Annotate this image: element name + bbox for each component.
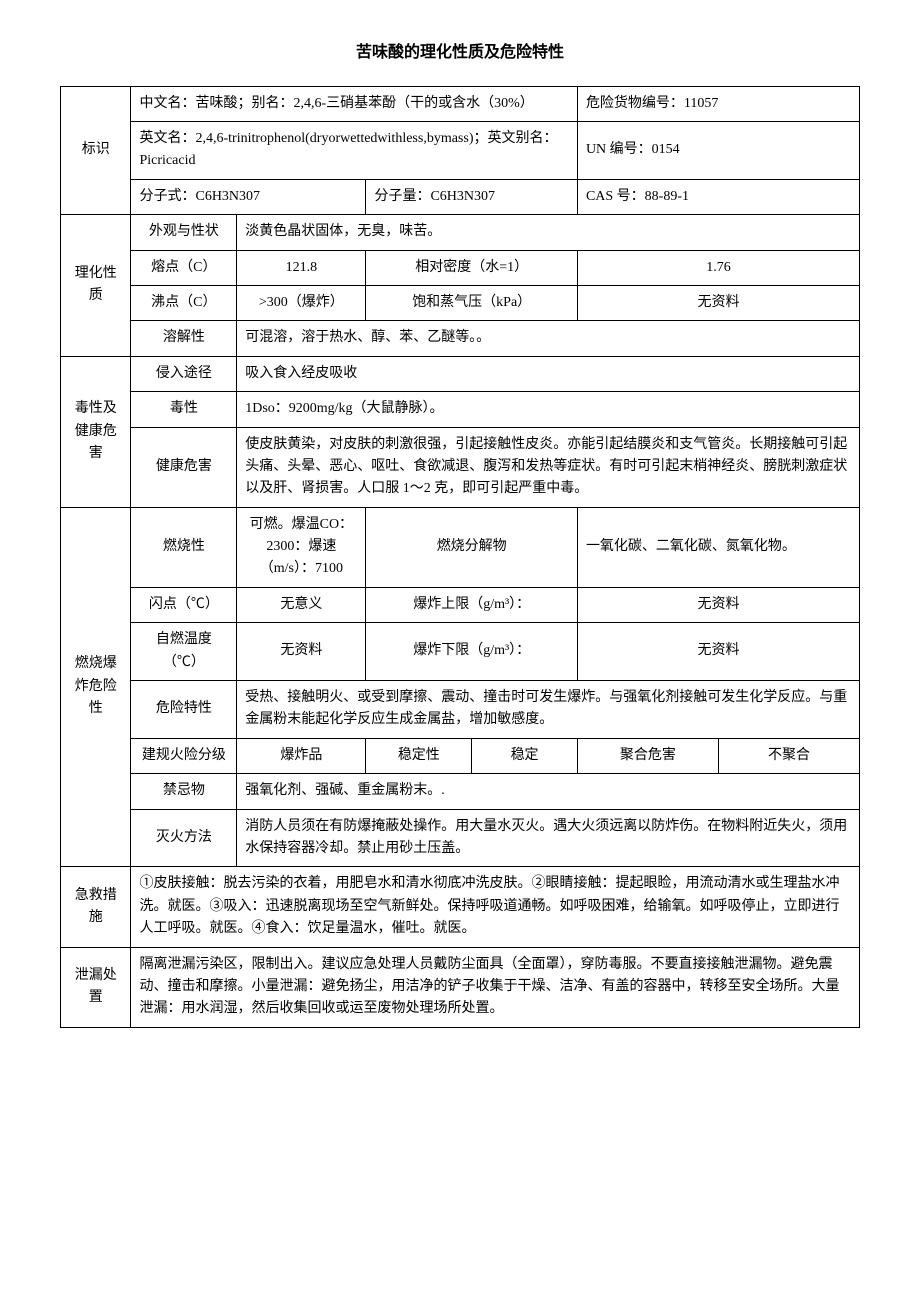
solubility-label: 溶解性 xyxy=(131,321,237,356)
boiling-value: >300（爆炸） xyxy=(237,285,366,320)
class-c5: 不聚合 xyxy=(718,738,859,773)
section-firstaid: 急救措施 xyxy=(61,867,131,947)
combustibility-value: 可燃。爆温CO：2300：爆速（m/s）：7100 xyxy=(237,507,366,587)
boiling-label: 沸点（C） xyxy=(131,285,237,320)
combustibility-label: 燃烧性 xyxy=(131,507,237,587)
table-row: 毒性及健康危害 侵入途径 吸入食入经皮吸收 xyxy=(61,356,860,391)
flash-value: 无意义 xyxy=(237,587,366,622)
section-physical: 理化性质 xyxy=(61,215,131,357)
table-row: 分子式：C6H3N307 分子量：C6H3N307 CAS 号：88-89-1 xyxy=(61,179,860,214)
hazard-code-cell: 危险货物编号：11057 xyxy=(577,86,859,121)
table-row: 泄漏处置 隔离泄漏污染区，限制出入。建议应急处理人员戴防尘面具（全面罩），穿防毒… xyxy=(61,947,860,1027)
table-row: 理化性质 外观与性状 淡黄色晶状固体，无臭，味苦。 xyxy=(61,215,860,250)
section-toxicity: 毒性及健康危害 xyxy=(61,356,131,507)
table-row: 溶解性 可混溶，溶于热水、醇、苯、乙醚等。。 xyxy=(61,321,860,356)
class-label: 建规火险分级 xyxy=(131,738,237,773)
table-row: 灭火方法 消防人员须在有防爆掩蔽处操作。用大量水灭火。遇大火须远离以防炸伤。在物… xyxy=(61,809,860,867)
incompat-value: 强氧化剂、强碱、重金属粉末。. xyxy=(237,774,860,809)
extinguish-value: 消防人员须在有防爆掩蔽处操作。用大量水灭火。遇大火须远离以防炸伤。在物料附近失火… xyxy=(237,809,860,867)
route-label: 侵入途径 xyxy=(131,356,237,391)
firstaid-value: ①皮肤接触：脱去污染的衣着，用肥皂水和清水彻底冲洗皮肤。②眼睛接触：提起眼睑，用… xyxy=(131,867,860,947)
decomp-value: 一氧化碳、二氧化碳、氮氧化物。 xyxy=(577,507,859,587)
health-label: 健康危害 xyxy=(131,427,237,507)
vapor-value: 无资料 xyxy=(577,285,859,320)
table-row: 沸点（C） >300（爆炸） 饱和蒸气压（kPa） 无资料 xyxy=(61,285,860,320)
page-title: 苦味酸的理化性质及危险特性 xyxy=(60,40,860,66)
class-c2: 稳定性 xyxy=(366,738,472,773)
table-row: 毒性 1Dso：9200mg/kg（大鼠静脉）。 xyxy=(61,392,860,427)
spill-value: 隔离泄漏污染区，限制出入。建议应急处理人员戴防尘面具（全面罩），穿防毒服。不要直… xyxy=(131,947,860,1027)
table-row: 燃烧爆炸危险性 燃烧性 可燃。爆温CO：2300：爆速（m/s）：7100 燃烧… xyxy=(61,507,860,587)
table-row: 闪点（℃） 无意义 爆炸上限（g/m³）： 无资料 xyxy=(61,587,860,622)
vapor-label: 饱和蒸气压（kPa） xyxy=(366,285,577,320)
incompat-label: 禁忌物 xyxy=(131,774,237,809)
class-c4: 聚合危害 xyxy=(577,738,718,773)
flash-label: 闪点（℃） xyxy=(131,587,237,622)
uel-value: 无资料 xyxy=(577,587,859,622)
route-value: 吸入食入经皮吸收 xyxy=(237,356,860,391)
melting-value: 121.8 xyxy=(237,250,366,285)
health-value: 使皮肤黄染，对皮肤的刺激很强，引起接触性皮炎。亦能引起结膜炎和支气管炎。长期接触… xyxy=(237,427,860,507)
un-number-cell: UN 编号：0154 xyxy=(577,121,859,179)
lel-value: 无资料 xyxy=(577,623,859,681)
class-c3: 稳定 xyxy=(472,738,578,773)
density-label: 相对密度（水=1） xyxy=(366,250,577,285)
density-value: 1.76 xyxy=(577,250,859,285)
hazard-value: 受热、接触明火、或受到摩擦、震动、撞击时可发生爆炸。与强氧化剂接触可发生化学反应… xyxy=(237,681,860,739)
table-row: 建规火险分级 爆炸品 稳定性 稳定 聚合危害 不聚合 xyxy=(61,738,860,773)
tox-label: 毒性 xyxy=(131,392,237,427)
table-row: 英文名：2,4,6-trinitrophenol(dryorwettedwith… xyxy=(61,121,860,179)
melting-label: 熔点（C） xyxy=(131,250,237,285)
formula-cell: 分子式：C6H3N307 xyxy=(131,179,366,214)
appearance-label: 外观与性状 xyxy=(131,215,237,250)
appearance-value: 淡黄色晶状固体，无臭，味苦。 xyxy=(237,215,860,250)
uel-label: 爆炸上限（g/m³）： xyxy=(366,587,577,622)
ait-value: 无资料 xyxy=(237,623,366,681)
section-spill: 泄漏处置 xyxy=(61,947,131,1027)
table-row: 健康危害 使皮肤黄染，对皮肤的刺激很强，引起接触性皮炎。亦能引起结膜炎和支气管炎… xyxy=(61,427,860,507)
hazard-label: 危险特性 xyxy=(131,681,237,739)
extinguish-label: 灭火方法 xyxy=(131,809,237,867)
mw-cell: 分子量：C6H3N307 xyxy=(366,179,577,214)
english-name-cell: 英文名：2,4,6-trinitrophenol(dryorwettedwith… xyxy=(131,121,577,179)
table-row: 标识 中文名：苦味酸；别名：2,4,6-三硝基苯酚（干的或含水（30%） 危险货… xyxy=(61,86,860,121)
cas-cell: CAS 号：88-89-1 xyxy=(577,179,859,214)
table-row: 禁忌物 强氧化剂、强碱、重金属粉末。. xyxy=(61,774,860,809)
solubility-value: 可混溶，溶于热水、醇、苯、乙醚等。。 xyxy=(237,321,860,356)
chinese-name-cell: 中文名：苦味酸；别名：2,4,6-三硝基苯酚（干的或含水（30%） xyxy=(131,86,577,121)
decomp-label: 燃烧分解物 xyxy=(366,507,577,587)
ait-label: 自燃温度（℃） xyxy=(131,623,237,681)
section-identification: 标识 xyxy=(61,86,131,215)
tox-value: 1Dso：9200mg/kg（大鼠静脉）。 xyxy=(237,392,860,427)
table-row: 危险特性 受热、接触明火、或受到摩擦、震动、撞击时可发生爆炸。与强氧化剂接触可发… xyxy=(61,681,860,739)
section-fire: 燃烧爆炸危险性 xyxy=(61,507,131,867)
table-row: 熔点（C） 121.8 相对密度（水=1） 1.76 xyxy=(61,250,860,285)
properties-table: 标识 中文名：苦味酸；别名：2,4,6-三硝基苯酚（干的或含水（30%） 危险货… xyxy=(60,86,860,1028)
table-row: 急救措施 ①皮肤接触：脱去污染的衣着，用肥皂水和清水彻底冲洗皮肤。②眼睛接触：提… xyxy=(61,867,860,947)
class-c1: 爆炸品 xyxy=(237,738,366,773)
lel-label: 爆炸下限（g/m³）： xyxy=(366,623,577,681)
table-row: 自燃温度（℃） 无资料 爆炸下限（g/m³）： 无资料 xyxy=(61,623,860,681)
